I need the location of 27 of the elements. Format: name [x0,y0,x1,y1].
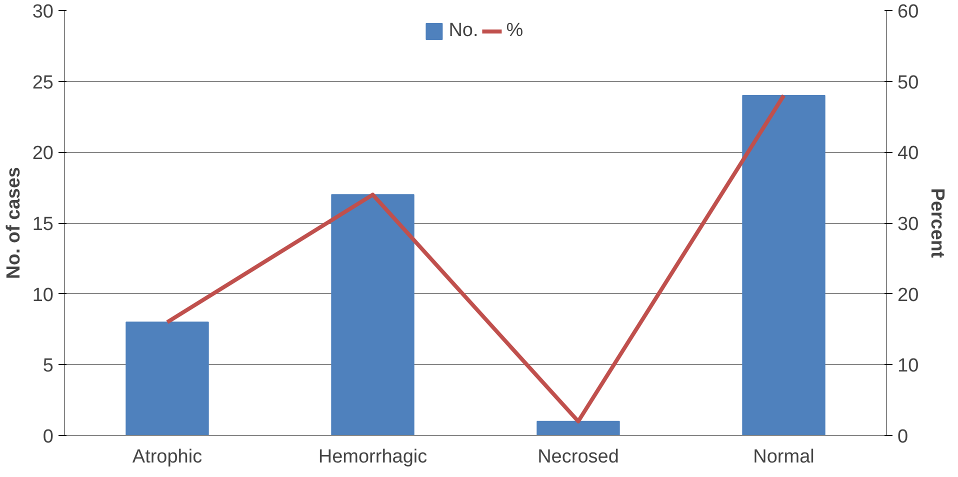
y-tick-label: 10 [32,284,54,306]
x-tick-label: Normal [753,446,814,468]
y2-tick-label: 10 [898,356,919,377]
x-tick-label: Atrophic [132,446,202,468]
y-axis-title: No. of cases [3,167,24,279]
y2-tick-label: 0 [898,426,908,448]
bar [536,420,620,436]
y2-tick-label: 40 [898,143,919,164]
y2-tick-label: 30 [898,214,919,235]
y-tick-label: 25 [32,72,54,94]
y-tick-label: 0 [42,426,54,448]
bar [742,95,826,436]
x-tick-label: Necrosed [538,446,619,468]
line-series [165,94,786,424]
legend-label: No. [448,20,478,42]
y2-axis-title: Percent [926,188,948,259]
y-tick-label: 5 [42,356,54,377]
legend-label: % [506,20,524,42]
y2-tick-label: 60 [898,2,919,22]
y-tick-label: 20 [32,143,54,164]
x-tick-label: Hemorrhagic [318,446,428,468]
y2-tick-label: 20 [898,284,919,306]
y2-tick-label: 50 [898,72,919,94]
bar [331,194,414,436]
bar [126,322,209,436]
y-tick-label: 30 [32,2,54,22]
y-tick-label: 15 [32,214,54,235]
